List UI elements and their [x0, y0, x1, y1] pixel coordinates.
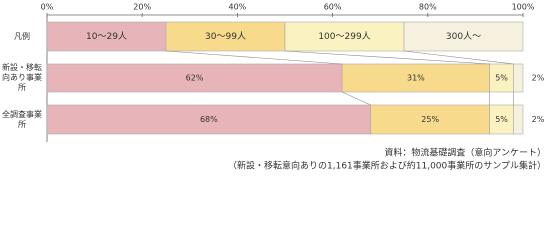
value-label: 5% [495, 74, 508, 83]
connector-line [165, 50, 343, 65]
legend-label: 300人〜 [446, 31, 481, 42]
category-label: 全調査事業所 [2, 109, 42, 129]
source-note: 資料：物流基礎調査（意向アンケート） [384, 147, 546, 159]
legend-title: 凡例 [14, 31, 30, 41]
legend-swatch [46, 21, 167, 52]
value-label: 25% [421, 115, 439, 124]
x-tick-label: 100% [512, 3, 535, 12]
bar-segment [370, 104, 490, 135]
x-tick-label: 20% [133, 3, 151, 12]
bar-segment [46, 104, 371, 135]
connector-line [403, 50, 514, 65]
value-label: 2% [532, 115, 545, 124]
x-tick-label: 80% [419, 3, 437, 12]
x-tick-label: 40% [229, 3, 247, 12]
connector-line [284, 50, 490, 65]
legend-label: 30〜99人 [205, 31, 246, 42]
connector-line [341, 91, 371, 106]
legend-swatch [165, 21, 286, 52]
chart: 0% 20% 40% 60% 80% 100% 10〜29人 30〜99人 100〜299人 30… [2, 3, 546, 172]
legend-label: 10〜29人 [86, 31, 127, 42]
source-note: （新設・移転意向ありの1,161事業所および約11,000事業所のサンプル集計） [228, 160, 546, 172]
legend-swatch [403, 21, 524, 52]
bar-segment [513, 63, 524, 93]
x-tick-label: 0% [41, 3, 54, 12]
value-label: 2% [532, 74, 545, 83]
value-label: 31% [407, 74, 425, 83]
value-label: 62% [186, 74, 204, 83]
bar-segment [341, 63, 490, 93]
value-label: 5% [495, 115, 508, 124]
x-tick-label: 60% [324, 3, 342, 12]
value-label: 68% [200, 115, 218, 124]
bar-segment [513, 104, 524, 135]
chart-svg: 0% 20% 40% 60% 80% 100% 10〜29人 30〜99人 100〜299人 30… [41, 3, 546, 172]
category-label: 新設・移転 向あり事業所 [2, 63, 42, 92]
legend-label: 100〜299人 [318, 31, 370, 42]
